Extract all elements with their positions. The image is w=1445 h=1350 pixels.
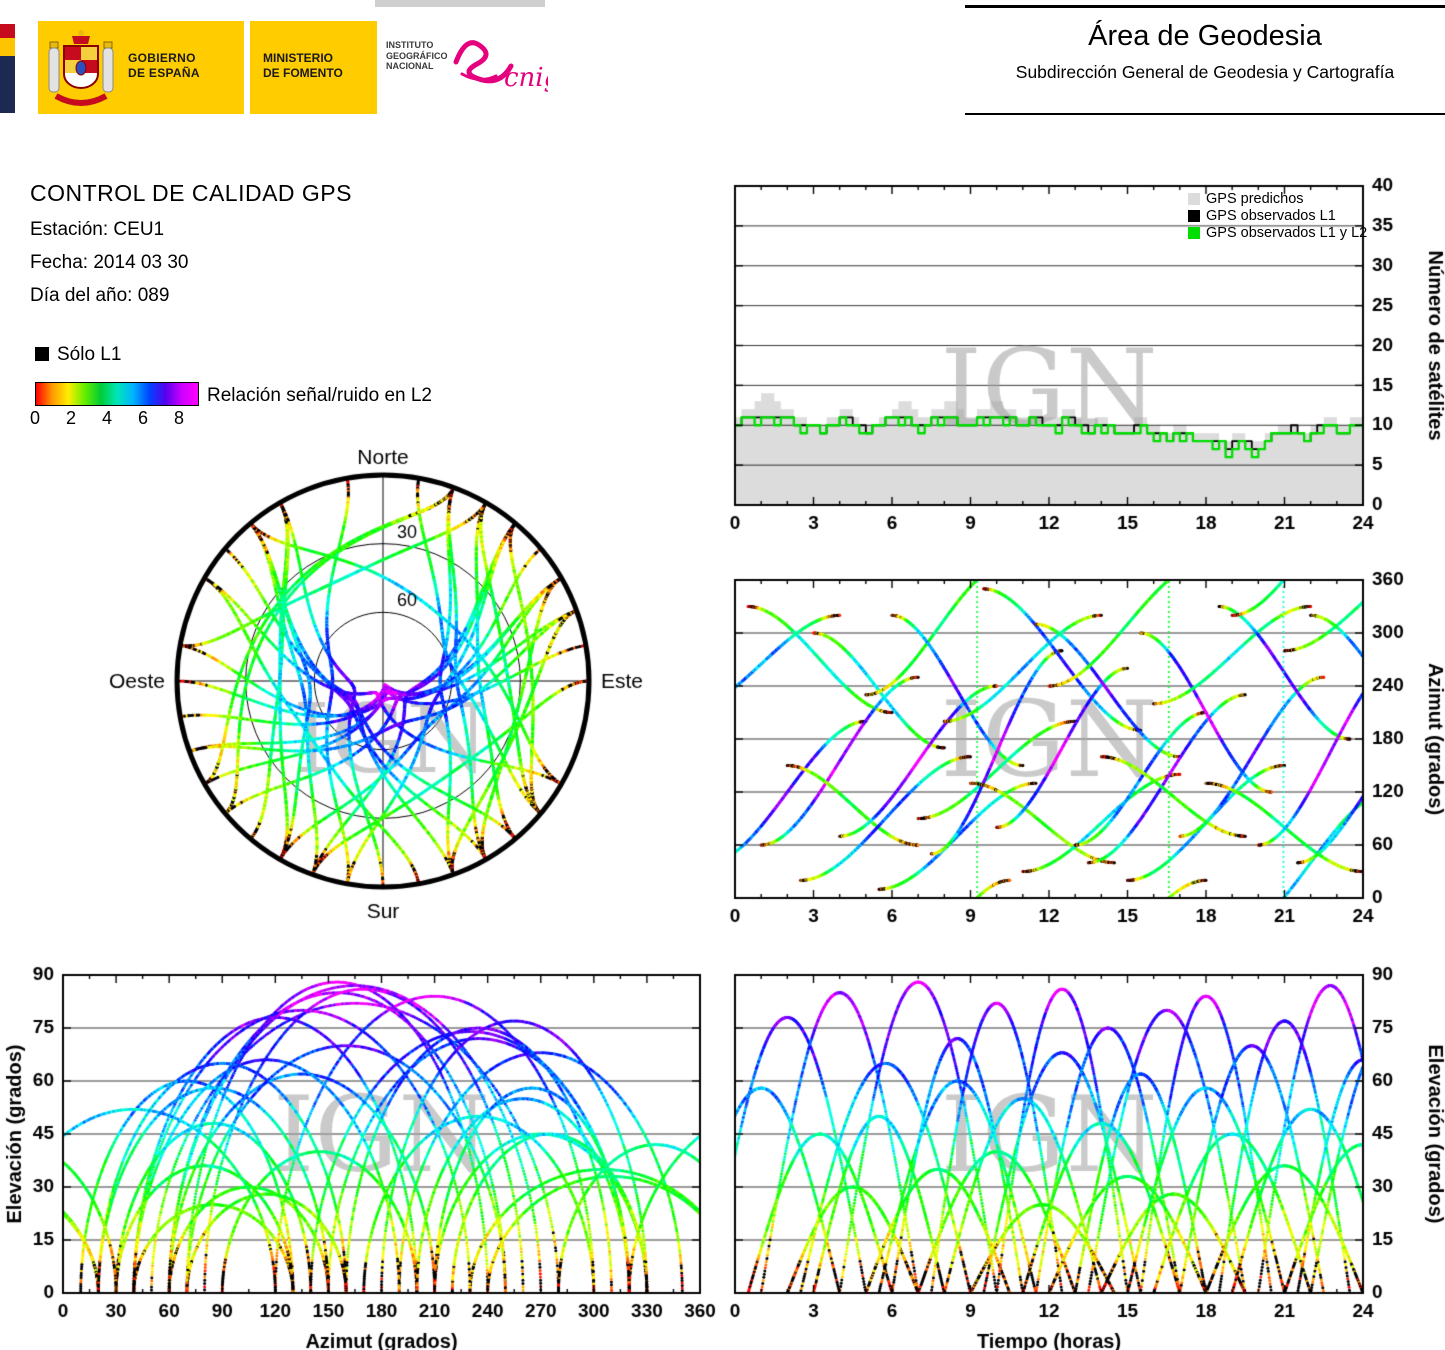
day-of-year-label: Día del año: 089	[30, 285, 170, 306]
elevation-time-chart-canvas	[720, 960, 1445, 1350]
flag-navy-band	[0, 56, 15, 113]
station-label: Estación: CEU1	[30, 219, 165, 240]
area-title: Área de Geodesia	[1088, 20, 1322, 52]
gobierno-label-line1: GOBIERNO	[128, 51, 196, 65]
predichos-label: GPS predichos	[1206, 190, 1304, 207]
gobierno-label: GOBIERNO DE ESPAÑA	[128, 51, 200, 81]
solo-l1-label: Sólo L1	[57, 344, 122, 365]
satellite-count-chart-canvas	[720, 170, 1445, 542]
snr-tick-0: 0	[29, 408, 41, 428]
observados-l1-swatch	[1188, 209, 1200, 222]
snr-gradient-ticks: 0 2 4 6 8	[30, 408, 211, 430]
snr-gradient-bar	[35, 382, 199, 406]
observados-l1-label: GPS observados L1	[1206, 207, 1336, 224]
spain-flag-stripe-icon	[0, 24, 15, 113]
header-rule-top	[965, 5, 1445, 8]
top-gray-bar	[375, 0, 545, 7]
cnig-label: cnig	[504, 63, 548, 93]
area-header: Área de Geodesia Subdirección General de…	[965, 0, 1445, 120]
cnig-logo-icon: cnig	[453, 40, 548, 93]
elevation-azimuth-chart-canvas	[0, 960, 720, 1350]
area-subtitle: Subdirección General de Geodesia y Carto…	[1015, 62, 1395, 82]
legend-row-predichos: GPS predichos	[1188, 190, 1367, 207]
observados-l1l2-label: GPS observados L1 y L2	[1206, 224, 1368, 241]
ministerio-label-line2: DE FOMENTO	[263, 66, 343, 80]
date-label: Fecha: 2014 03 30	[30, 252, 189, 273]
snr-tick-4: 4	[101, 408, 113, 428]
snr-tick-2: 2	[65, 408, 77, 428]
gobierno-logo-box: GOBIERNO DE ESPAÑA	[38, 21, 244, 114]
report-title: CONTROL DE CALIDAD GPS	[30, 180, 352, 206]
flag-yellow-band	[0, 38, 15, 56]
snr-tick-8: 8	[173, 408, 185, 428]
skyplot-canvas	[90, 438, 670, 943]
header-rule-bottom	[965, 113, 1445, 115]
ign-label-line3: NACIONAL	[386, 61, 434, 71]
legend-row-observados-l1l2: GPS observados L1 y L2	[1188, 224, 1367, 241]
gobierno-label-line2: DE ESPAÑA	[128, 66, 200, 80]
predichos-swatch	[1188, 192, 1200, 205]
flag-red-band	[0, 24, 15, 38]
ministerio-logo-box: MINISTERIO DE FOMENTO	[250, 21, 377, 114]
solo-l1-swatch	[35, 347, 49, 361]
azimuth-time-chart-canvas	[720, 564, 1445, 932]
ministerio-label: MINISTERIO DE FOMENTO	[263, 51, 343, 81]
ign-label-line1: INSTITUTO	[386, 40, 434, 50]
snr-tick-6: 6	[137, 408, 149, 428]
ministerio-label-line1: MINISTERIO	[263, 51, 334, 65]
ign-label: INSTITUTO GEOGRÁFICO NACIONAL	[386, 40, 448, 72]
legend-row-observados-l1: GPS observados L1	[1188, 207, 1367, 224]
ign-label-line2: GEOGRÁFICO	[386, 50, 448, 61]
snr-gradient-label: Relación señal/ruido en L2	[207, 385, 432, 406]
sat-count-legend: GPS predichos GPS observados L1 GPS obse…	[1188, 190, 1367, 241]
spain-coat-of-arms-icon	[48, 30, 114, 106]
observados-l1l2-swatch	[1188, 226, 1200, 239]
solo-l1-legend: Sólo L1	[35, 344, 121, 366]
